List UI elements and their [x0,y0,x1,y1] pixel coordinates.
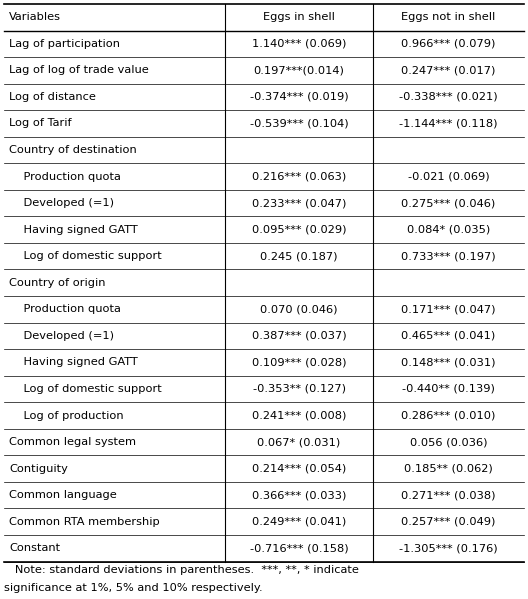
Text: -0.353** (0.127): -0.353** (0.127) [252,384,346,394]
Text: 0.216*** (0.063): 0.216*** (0.063) [252,171,346,181]
Text: Lag of participation: Lag of participation [9,39,120,49]
Text: 0.387*** (0.037): 0.387*** (0.037) [252,331,346,341]
Text: Lag of log of trade value: Lag of log of trade value [9,65,149,75]
Text: 0.109*** (0.028): 0.109*** (0.028) [252,358,346,367]
Text: -0.338*** (0.021): -0.338*** (0.021) [399,92,498,102]
Text: 0.084* (0.035): 0.084* (0.035) [407,225,490,235]
Text: Log of domestic support: Log of domestic support [9,251,162,261]
Text: 0.966*** (0.079): 0.966*** (0.079) [401,39,496,49]
Text: 0.233*** (0.047): 0.233*** (0.047) [252,198,346,208]
Text: -0.440** (0.139): -0.440** (0.139) [402,384,495,394]
Text: 0.056 (0.036): 0.056 (0.036) [410,437,487,447]
Text: -0.539*** (0.104): -0.539*** (0.104) [250,119,348,128]
Text: Developed (=1): Developed (=1) [9,331,114,341]
Text: -1.144*** (0.118): -1.144*** (0.118) [399,119,498,128]
Text: -1.305*** (0.176): -1.305*** (0.176) [399,543,498,553]
Text: -0.021 (0.069): -0.021 (0.069) [408,171,489,181]
Text: Constant: Constant [9,543,60,553]
Text: 0.271*** (0.038): 0.271*** (0.038) [401,490,496,500]
Text: Log of domestic support: Log of domestic support [9,384,162,394]
Text: Eggs not in shell: Eggs not in shell [401,12,496,22]
Text: 0.257*** (0.049): 0.257*** (0.049) [401,517,496,527]
Text: Variables: Variables [9,12,61,22]
Text: 1.140*** (0.069): 1.140*** (0.069) [252,39,346,49]
Text: Production quota: Production quota [9,171,121,181]
Text: -0.374*** (0.019): -0.374*** (0.019) [250,92,348,102]
Text: 0.197***(0.014): 0.197***(0.014) [253,65,345,75]
Text: Eggs in shell: Eggs in shell [263,12,335,22]
Text: Log of distance: Log of distance [9,92,96,102]
Text: 0.067* (0.031): 0.067* (0.031) [258,437,341,447]
Text: 0.241*** (0.008): 0.241*** (0.008) [252,410,346,420]
Text: 0.148*** (0.031): 0.148*** (0.031) [401,358,496,367]
Text: 0.245 (0.187): 0.245 (0.187) [260,251,338,261]
Text: 0.070 (0.046): 0.070 (0.046) [260,304,338,314]
Text: 0.185** (0.062): 0.185** (0.062) [404,464,493,474]
Text: Having signed GATT: Having signed GATT [9,225,138,235]
Text: 0.465*** (0.041): 0.465*** (0.041) [401,331,496,341]
Text: Common language: Common language [9,490,117,500]
Text: significance at 1%, 5% and 10% respectively.: significance at 1%, 5% and 10% respectiv… [4,583,262,593]
Text: Production quota: Production quota [9,304,121,314]
Text: Note: standard deviations in parentheses.  ***, **, * indicate: Note: standard deviations in parentheses… [4,564,359,574]
Text: 0.733*** (0.197): 0.733*** (0.197) [401,251,496,261]
Text: Country of destination: Country of destination [9,145,137,155]
Text: 0.275*** (0.046): 0.275*** (0.046) [401,198,496,208]
Text: 0.286*** (0.010): 0.286*** (0.010) [401,410,496,420]
Text: 0.249*** (0.041): 0.249*** (0.041) [252,517,346,527]
Text: 0.214*** (0.054): 0.214*** (0.054) [252,464,346,474]
Text: Common RTA membership: Common RTA membership [9,517,160,527]
Text: 0.171*** (0.047): 0.171*** (0.047) [401,304,496,314]
Text: Log of Tarif: Log of Tarif [9,119,72,128]
Text: Contiguity: Contiguity [9,464,68,474]
Text: 0.095*** (0.029): 0.095*** (0.029) [252,225,346,235]
Text: -0.716*** (0.158): -0.716*** (0.158) [250,543,348,553]
Text: Having signed GATT: Having signed GATT [9,358,138,367]
Text: 0.366*** (0.033): 0.366*** (0.033) [252,490,346,500]
Text: Developed (=1): Developed (=1) [9,198,114,208]
Text: 0.247*** (0.017): 0.247*** (0.017) [401,65,496,75]
Text: Log of production: Log of production [9,410,124,420]
Text: Common legal system: Common legal system [9,437,136,447]
Text: Country of origin: Country of origin [9,278,106,288]
